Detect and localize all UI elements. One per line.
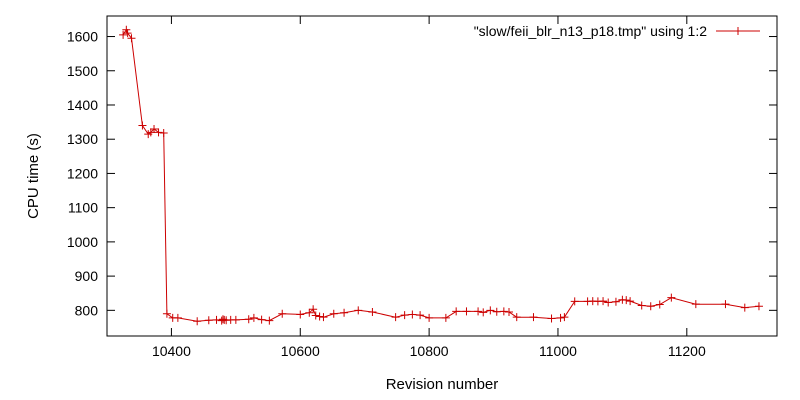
data-point	[138, 121, 147, 130]
data-point	[604, 298, 613, 307]
data-point	[740, 303, 749, 312]
y-tick-label: 1300	[67, 131, 98, 147]
data-point	[212, 315, 221, 324]
data-point	[368, 308, 377, 317]
data-point	[119, 30, 128, 39]
y-tick-label: 900	[75, 268, 99, 284]
data-point	[127, 34, 136, 43]
data-point	[305, 308, 314, 317]
data-point	[146, 128, 155, 137]
series-layer	[119, 25, 763, 326]
data-point	[218, 315, 227, 324]
data-point	[452, 307, 461, 316]
data-point	[122, 25, 131, 34]
data-point	[667, 293, 676, 302]
data-point	[311, 311, 320, 320]
plot-area	[106, 15, 778, 337]
data-point	[441, 313, 450, 322]
data-point	[354, 306, 363, 315]
y-tick-label: 1500	[67, 63, 98, 79]
data-point	[400, 311, 409, 320]
data-point	[721, 300, 730, 309]
data-point	[462, 307, 471, 316]
y-axis-title: CPU time (s)	[25, 133, 42, 219]
data-point	[425, 313, 434, 322]
data-point	[547, 314, 556, 323]
data-point	[278, 309, 287, 318]
data-point	[499, 307, 508, 316]
legend-label: "slow/feii_blr_n13_p18.tmp" using 1:2	[474, 23, 708, 39]
data-point	[512, 313, 521, 322]
y-tick-label: 1200	[67, 165, 98, 181]
x-tick-label: 10800	[410, 343, 449, 359]
data-point	[265, 316, 274, 325]
data-point	[319, 313, 328, 322]
data-point	[315, 312, 324, 321]
data-point	[570, 297, 579, 306]
data-point	[162, 309, 171, 318]
x-axis-ticks: 10400 10600 10800 11000 11200	[152, 16, 706, 359]
y-tick-label: 1600	[67, 29, 98, 45]
data-point	[296, 310, 305, 319]
series-line	[122, 28, 760, 322]
data-point	[560, 313, 569, 322]
data-point	[391, 313, 400, 322]
data-point	[340, 308, 349, 317]
y-tick-label: 1000	[67, 234, 98, 250]
data-point	[611, 297, 620, 306]
data-point	[505, 308, 513, 317]
data-point	[637, 301, 646, 310]
x-axis-title: Revision number	[386, 376, 499, 393]
data-point	[622, 296, 631, 305]
data-point	[408, 310, 417, 319]
data-point	[309, 305, 318, 314]
data-point	[150, 124, 159, 133]
data-point	[159, 129, 168, 138]
x-tick-label: 11000	[539, 343, 577, 359]
data-point	[479, 308, 488, 317]
data-point	[231, 315, 240, 324]
data-point	[691, 300, 700, 309]
data-point	[556, 313, 565, 322]
x-tick-label: 11200	[668, 343, 706, 359]
data-point	[416, 311, 425, 320]
data-point	[626, 297, 635, 306]
data-point	[257, 315, 266, 324]
data-point	[474, 307, 483, 316]
data-point	[244, 315, 253, 324]
data-point	[329, 309, 338, 318]
data-point	[754, 302, 763, 311]
data-point	[193, 317, 202, 326]
data-point	[599, 297, 608, 306]
y-tick-label: 800	[75, 302, 99, 318]
data-point	[486, 306, 495, 315]
data-point	[492, 307, 501, 316]
data-point	[204, 316, 213, 325]
data-point	[646, 302, 655, 311]
y-axis-ticks: 800 900 1000 1100 1200 1300 1400 1500 1600	[67, 29, 777, 318]
data-point	[154, 128, 163, 137]
x-tick-label: 10400	[152, 343, 191, 359]
data-point	[529, 313, 538, 322]
x-tick-label: 10600	[281, 343, 320, 359]
data-point	[655, 300, 664, 309]
data-point	[249, 313, 258, 322]
y-tick-label: 1400	[67, 97, 98, 113]
data-point	[173, 313, 182, 322]
data-point	[123, 29, 132, 38]
y-tick-label: 1100	[68, 200, 98, 216]
legend: "slow/feii_blr_n13_p18.tmp" using 1:2	[474, 23, 760, 39]
legend-marker	[734, 27, 742, 35]
